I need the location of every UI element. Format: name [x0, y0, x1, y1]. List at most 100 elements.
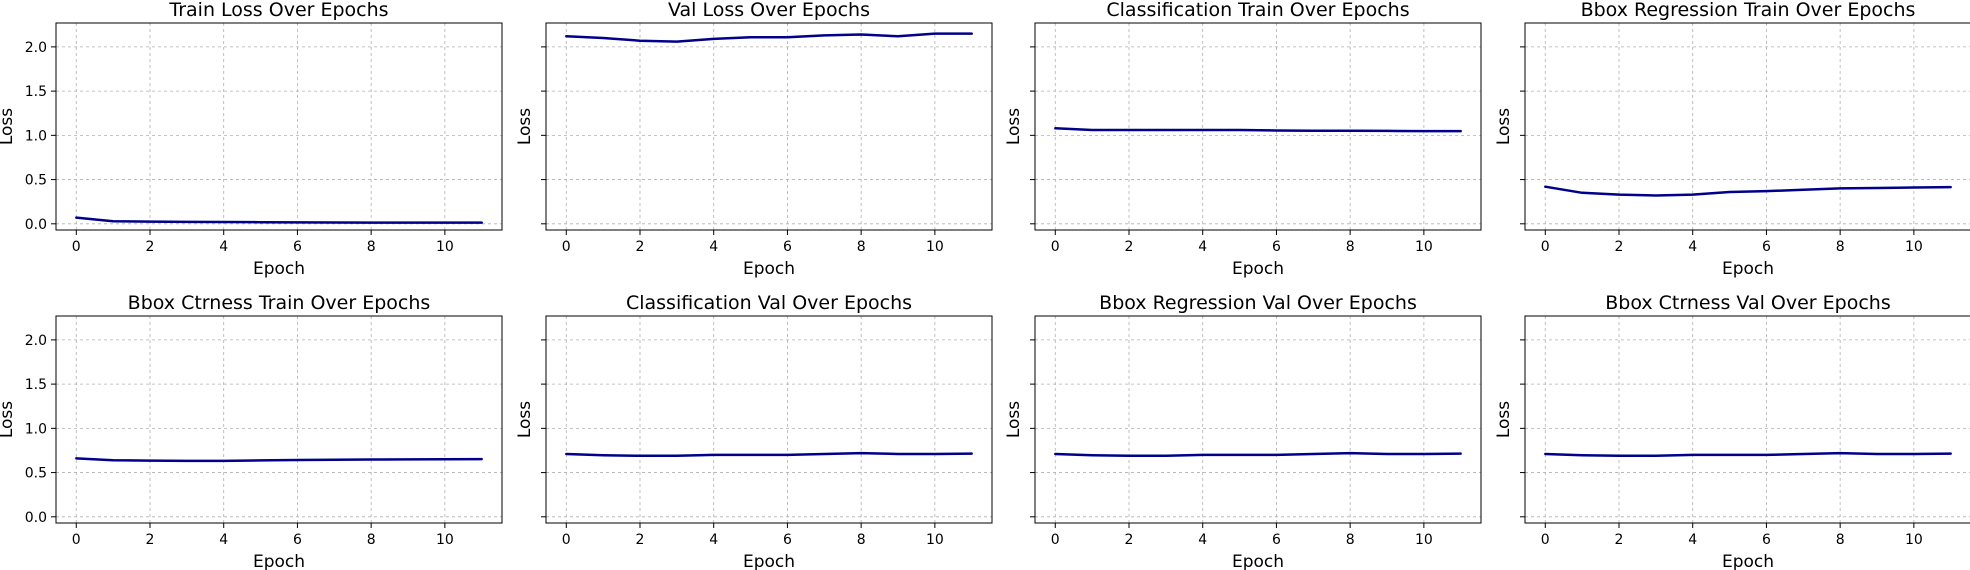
- x-tick-label: 8: [1836, 239, 1845, 255]
- x-tick-label: 10: [1415, 239, 1433, 255]
- x-tick-label: 6: [783, 532, 792, 548]
- y-tick-label: 1.5: [25, 377, 47, 393]
- series-line: [1054, 127, 1462, 133]
- x-tick-label: 4: [1198, 239, 1207, 255]
- y-tick-label: 1.0: [25, 128, 47, 144]
- x-tick-label: 2: [1125, 532, 1134, 548]
- x-tick-label: 10: [1415, 532, 1433, 548]
- x-tick-label: 10: [1905, 239, 1923, 255]
- axes-frame: [1524, 315, 1970, 524]
- subplot-title: Train Loss Over Epochs: [168, 0, 388, 21]
- x-tick-label: 8: [1836, 532, 1845, 548]
- subplot-title: Classification Val Over Epochs: [626, 292, 912, 314]
- x-tick-label: 10: [436, 532, 454, 548]
- x-tick-label: 2: [146, 532, 155, 548]
- x-tick-label: 4: [219, 239, 228, 255]
- x-tick-label: 8: [857, 239, 866, 255]
- x-tick-label: 2: [1615, 532, 1624, 548]
- series-line: [75, 457, 483, 463]
- x-tick-label: 4: [1688, 239, 1697, 255]
- x-axis-label: Epoch: [253, 259, 305, 279]
- y-axis-label: Loss: [1004, 108, 1024, 145]
- x-tick-label: 8: [1346, 239, 1355, 255]
- y-axis-label: Loss: [515, 108, 535, 145]
- series-line: [565, 32, 973, 43]
- x-tick-label: 2: [636, 239, 645, 255]
- y-axis-label: Loss: [1004, 401, 1024, 438]
- y-axis-label: Loss: [1494, 401, 1514, 438]
- x-tick-label: 4: [1198, 532, 1207, 548]
- subplot-title: Val Loss Over Epochs: [668, 0, 870, 21]
- y-tick-label: 0.5: [25, 173, 47, 189]
- subplot: 0 2 4 6 8 10 0.0 0.5 1.0 1.5 2.0 Bbox Ctrness Train…: [0, 292, 503, 570]
- x-tick-label: 6: [1762, 532, 1771, 548]
- x-axis-label: Epoch: [253, 552, 305, 570]
- series-line: [1054, 451, 1462, 458]
- x-tick-label: 6: [1762, 239, 1771, 255]
- x-axis-label: Epoch: [1232, 552, 1284, 570]
- axes-frame: [55, 315, 503, 524]
- y-tick-label: 2.0: [25, 40, 47, 56]
- x-tick-label: 4: [709, 532, 718, 548]
- x-tick-label: 8: [857, 532, 866, 548]
- axes-frame: [1034, 22, 1482, 231]
- x-axis-label: Epoch: [1232, 259, 1284, 279]
- x-tick-label: 0: [72, 239, 81, 255]
- series-line: [75, 216, 483, 224]
- x-tick-label: 0: [562, 239, 571, 255]
- x-tick-label: 0: [1051, 239, 1060, 255]
- y-axis-label: Loss: [0, 108, 17, 145]
- x-tick-label: 6: [293, 239, 302, 255]
- subplot: 0 2 4 6 8 10 Classification Train Over Epochs E…: [1004, 0, 1482, 279]
- y-axis-label: Loss: [1494, 108, 1514, 145]
- x-tick-label: 10: [436, 239, 454, 255]
- x-tick-label: 2: [636, 532, 645, 548]
- x-tick-label: 6: [293, 532, 302, 548]
- subplot-title: Bbox Regression Train Over Epochs: [1581, 0, 1916, 21]
- x-tick-label: 0: [1541, 239, 1550, 255]
- y-tick-label: 0.0: [25, 510, 47, 526]
- x-tick-label: 6: [1272, 239, 1281, 255]
- x-tick-label: 4: [1688, 532, 1697, 548]
- subplot: 0 2 4 6 8 10 Bbox Regression Train Over Epochs…: [1494, 0, 1970, 279]
- x-tick-label: 10: [1905, 532, 1923, 548]
- x-axis-label: Epoch: [743, 259, 795, 279]
- axes-frame: [1524, 22, 1970, 231]
- x-tick-label: 10: [926, 239, 944, 255]
- y-tick-label: 0.0: [25, 217, 47, 233]
- subplot: 0 2 4 6 8 10 Bbox Regression Val Over Epochs Ep…: [1004, 292, 1482, 570]
- x-tick-label: 10: [926, 532, 944, 548]
- x-tick-label: 8: [367, 239, 376, 255]
- y-axis-label: Loss: [0, 401, 17, 438]
- axes-frame: [545, 315, 993, 524]
- x-tick-label: 2: [146, 239, 155, 255]
- y-axis-label: Loss: [515, 401, 535, 438]
- axes-frame: [55, 22, 503, 231]
- series-line: [1544, 185, 1952, 197]
- x-tick-label: 2: [1615, 239, 1624, 255]
- x-tick-label: 6: [1272, 532, 1281, 548]
- x-tick-label: 0: [1541, 532, 1550, 548]
- x-tick-label: 0: [562, 532, 571, 548]
- x-tick-label: 8: [367, 532, 376, 548]
- y-tick-label: 2.0: [25, 333, 47, 349]
- subplot-title: Bbox Regression Val Over Epochs: [1099, 292, 1417, 314]
- x-axis-label: Epoch: [1722, 552, 1774, 570]
- x-axis-label: Epoch: [1722, 259, 1774, 279]
- x-axis-label: Epoch: [743, 552, 795, 570]
- x-tick-label: 0: [72, 532, 81, 548]
- x-tick-label: 8: [1346, 532, 1355, 548]
- subplot: 0 2 4 6 8 10 Bbox Ctrness Val Over Epochs Epoch…: [1494, 292, 1970, 570]
- subplot: 0 2 4 6 8 10 Val Loss Over Epochs Epoch Loss: [515, 0, 993, 279]
- x-tick-label: 0: [1051, 532, 1060, 548]
- series-line: [565, 451, 973, 458]
- series-line: [1544, 451, 1952, 458]
- axes-frame: [545, 22, 993, 231]
- subplot: 0 2 4 6 8 10 Classification Val Over Epochs Epo…: [515, 292, 993, 570]
- subplot-title: Bbox Ctrness Train Over Epochs: [128, 292, 431, 314]
- y-tick-label: 1.0: [25, 421, 47, 437]
- x-tick-label: 6: [783, 239, 792, 255]
- x-tick-label: 4: [219, 532, 228, 548]
- x-tick-label: 4: [709, 239, 718, 255]
